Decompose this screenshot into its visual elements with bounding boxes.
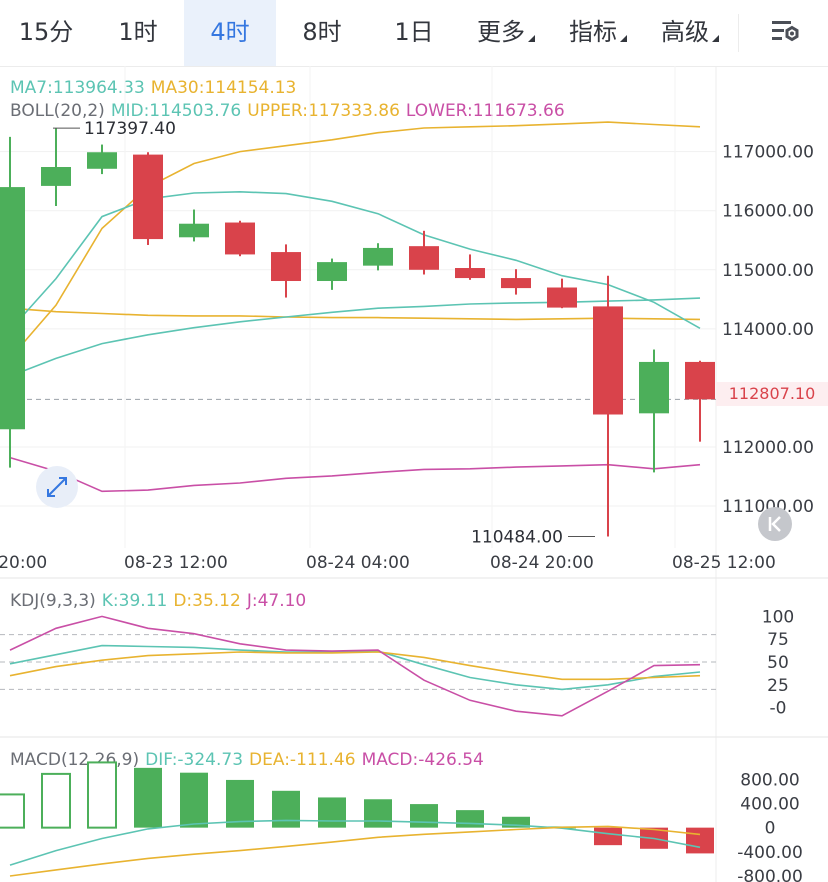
tab-1d[interactable]: 1日 [394, 18, 434, 46]
kdj-j-legend: J:47.10 [246, 591, 307, 611]
dropdown-caret-icon [620, 35, 627, 42]
macd-histogram-bar [686, 827, 714, 854]
timeframe-tab-bar: 15分 1时 4时 8时 1日 更多 指标 高级 [0, 0, 828, 67]
candle-body [179, 223, 209, 238]
macd-line-dif [9, 819, 701, 866]
scroll-to-latest-button[interactable] [758, 507, 792, 541]
candle-body [271, 252, 301, 282]
high-price-label: 117397.40 [84, 119, 176, 139]
price-axis-label: 117000.00 [722, 143, 814, 163]
line-mid [9, 297, 701, 377]
kdj-line-j [9, 615, 701, 717]
macd-dea-legend: DEA:-111.46 [249, 750, 356, 770]
expand-arrows-icon [47, 477, 67, 497]
macd-histogram-bar [0, 793, 25, 829]
boll-lower-legend: LOWER:111673.66 [405, 101, 565, 121]
ma30-legend: MA30:114154.13 [150, 78, 297, 98]
time-axis-label: 08-23 12:00 [124, 553, 228, 573]
kdj-legend: KDJ(9,3,3) K:39.11 D:35.12 J:47.10 [10, 591, 312, 611]
fullscreen-toggle-button[interactable] [36, 466, 78, 508]
tab-1h[interactable]: 1时 [118, 18, 158, 46]
low-price-label: 110484.00 [471, 528, 563, 548]
candle-body [639, 361, 669, 414]
chart-settings-gear-icon [772, 21, 799, 42]
boll-legend: BOLL(20,2) [10, 101, 105, 121]
candle-body [317, 262, 347, 282]
boll-upper-legend: UPPER:117333.86 [247, 101, 400, 121]
candle-body [409, 246, 439, 270]
kdj-axis-label: 100 [762, 607, 794, 627]
candle-body [41, 167, 71, 186]
boll-mid-legend: MID:114503.76 [110, 101, 242, 121]
kdj-axis-label: 25 [767, 676, 789, 696]
candle-body [685, 361, 715, 400]
time-axis-label: 08-24 04:00 [306, 553, 410, 573]
candle-body [455, 268, 485, 279]
main-legend-row-2: BOLL(20,2) MID:114503.76 UPPER:117333.86 LO… [10, 101, 571, 121]
tab-more[interactable]: 更多 [460, 0, 552, 66]
macd-histogram-bar [134, 767, 162, 828]
time-axis-label: 08-24 20:00 [490, 553, 594, 573]
dropdown-caret-icon [528, 35, 535, 42]
line-upper [9, 190, 701, 331]
macd-axis-label: 0 [765, 819, 776, 839]
tab-4h[interactable]: 4时 [184, 0, 276, 66]
macd-histogram-bar [272, 790, 300, 828]
candle-body [133, 154, 163, 240]
macd-histogram-bar [364, 799, 392, 828]
macd-histogram-bar [456, 810, 484, 828]
macd-histogram-bar [226, 779, 254, 828]
candle-body [501, 278, 531, 289]
kdj-d-legend: D:35.12 [173, 591, 241, 611]
macd-axis-label: 400.00 [740, 794, 799, 814]
price-axis-label: 116000.00 [722, 202, 814, 222]
macd-histogram-bar [594, 827, 622, 846]
time-axis-label: 2 20:00 [0, 553, 47, 573]
ma7-legend: MA7:113964.33 [10, 78, 145, 98]
line-ma30 [9, 307, 701, 321]
macd-histogram-bar [180, 772, 208, 828]
dropdown-caret-icon [712, 35, 719, 42]
kdj-title: KDJ(9,3,3) [10, 591, 96, 611]
kdj-axis-label: 50 [767, 653, 789, 673]
kdj-axis-label: 75 [767, 630, 789, 650]
macd-histogram-bar [87, 761, 117, 829]
tab-indicators[interactable]: 指标 [552, 0, 644, 66]
macd-histogram-bar [410, 804, 438, 828]
tab-advanced[interactable]: 高级 [644, 0, 736, 66]
macd-axis-label: -400.00 [737, 843, 803, 863]
current-price-tag: 112807.10 [716, 382, 828, 406]
candle-body [225, 222, 255, 255]
price-axis-label: 115000.00 [722, 261, 814, 281]
kdj-line-d [9, 651, 701, 681]
tab-divider [738, 14, 739, 52]
double-chevron-left-icon [768, 516, 781, 532]
macd-axis-label: -800.00 [737, 867, 803, 882]
tab-15min[interactable]: 15分 [18, 18, 74, 46]
macd-axis-label: 800.00 [740, 770, 799, 790]
candle-body [363, 247, 393, 266]
candle-body [547, 287, 577, 308]
price-axis-label: 112000.00 [722, 438, 814, 458]
kdj-axis-label: -0 [770, 699, 787, 719]
kdj-line-k [9, 644, 701, 691]
price-axis-label: 114000.00 [722, 320, 814, 340]
macd-histogram-bar [41, 772, 71, 829]
line-lower [9, 456, 701, 493]
candle-body [87, 152, 117, 169]
candle-body [593, 306, 623, 415]
chart-settings-button[interactable] [756, 0, 828, 66]
main-legend-row-1: MA7:113964.33 MA30:114154.13 [10, 78, 302, 98]
macd-value-legend: MACD:-426.54 [361, 750, 484, 770]
macd-histogram-bar [318, 797, 346, 828]
time-axis-label: 08-25 12:00 [672, 553, 776, 573]
kdj-k-legend: K:39.11 [101, 591, 168, 611]
price-axis-label: 111000.00 [722, 497, 814, 517]
macd-line-dea [9, 825, 701, 877]
macd-histogram-bar [502, 816, 530, 828]
candle-body [0, 187, 25, 430]
macd-dif-legend: DIF:-324.73 [145, 750, 244, 770]
tab-8h[interactable]: 8时 [302, 18, 342, 46]
